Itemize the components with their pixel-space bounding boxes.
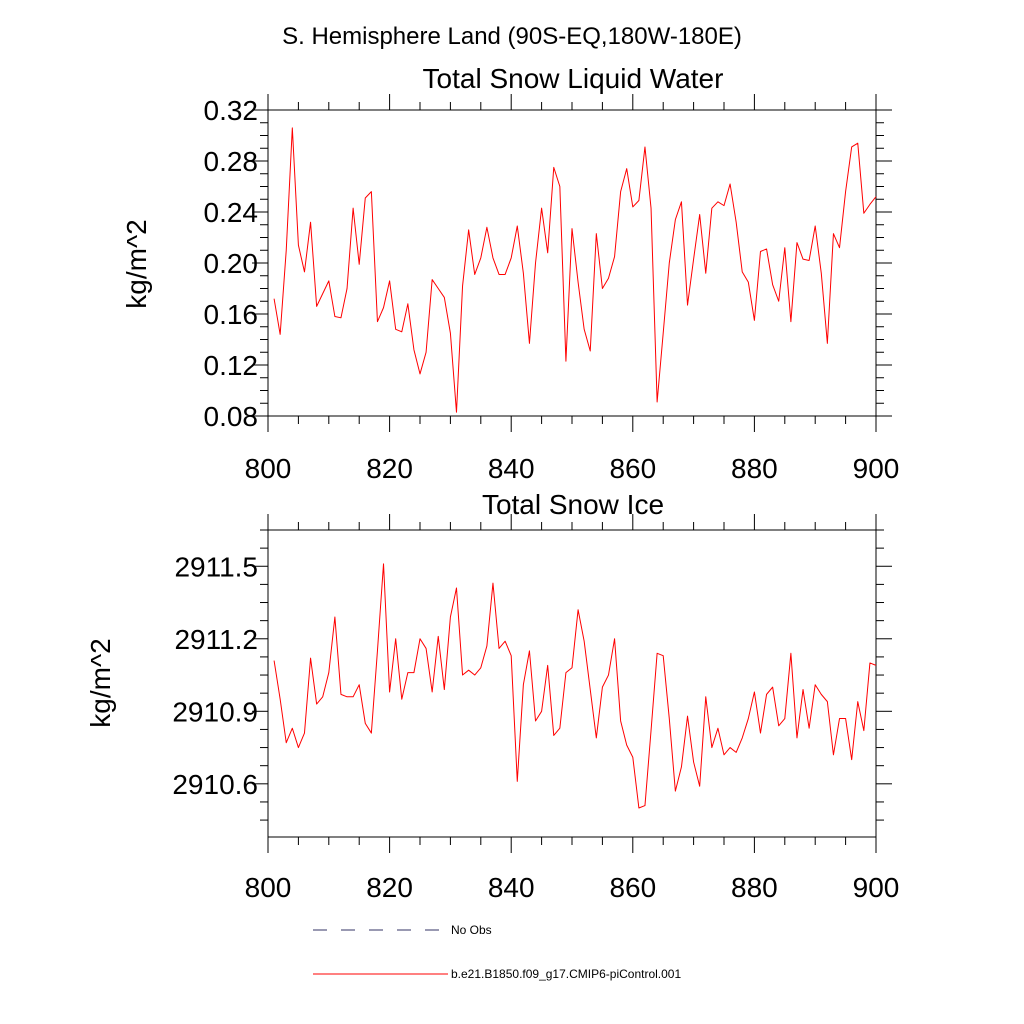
chart-panel-snow-ice: Total Snow Ice kg/m^2 2910.6 2910.9 2911.2… bbox=[85, 489, 899, 903]
figure-suptitle: S. Hemisphere Land (90S-EQ,180W-180E) bbox=[282, 23, 742, 50]
y-tick-labels: 2910.6 2910.9 2911.2 2911.5 bbox=[172, 551, 258, 800]
y-tick-label: 0.24 bbox=[204, 197, 259, 228]
y-tick-label: 0.32 bbox=[204, 95, 259, 126]
x-tick-label: 900 bbox=[853, 872, 900, 903]
y-tick-label: 2910.9 bbox=[172, 696, 258, 727]
x-tick-label: 860 bbox=[609, 872, 656, 903]
tick-marks bbox=[252, 94, 892, 432]
x-tick-label: 820 bbox=[366, 872, 413, 903]
y-tick-label: 0.20 bbox=[204, 248, 259, 279]
y-tick-label: 0.16 bbox=[204, 299, 259, 330]
x-tick-label: 880 bbox=[731, 453, 778, 484]
y-tick-labels: 0.08 0.12 0.16 0.20 0.24 0.28 0.32 bbox=[204, 95, 259, 432]
x-tick-label: 840 bbox=[488, 872, 535, 903]
y-tick-label: 2911.2 bbox=[174, 624, 258, 655]
y-axis-label: kg/m^2 bbox=[121, 219, 152, 308]
series-line bbox=[273, 563, 877, 809]
legend: No Obs b.e21.B1850.f09_g17.CMIP6-piContr… bbox=[313, 923, 681, 981]
tick-marks bbox=[252, 514, 892, 853]
y-tick-label: 2911.5 bbox=[174, 551, 258, 582]
chart-title: Total Snow Ice bbox=[482, 489, 664, 520]
legend-label: b.e21.B1850.f09_g17.CMIP6-piControl.001 bbox=[451, 967, 681, 981]
x-tick-label: 860 bbox=[609, 453, 656, 484]
series-lines bbox=[273, 127, 877, 413]
x-tick-label: 820 bbox=[366, 453, 413, 484]
y-tick-label: 0.12 bbox=[204, 350, 259, 381]
legend-item-no-obs: No Obs bbox=[313, 923, 492, 937]
y-tick-label: 2910.6 bbox=[172, 769, 258, 800]
x-tick-label: 800 bbox=[245, 453, 292, 484]
x-tick-label: 900 bbox=[853, 453, 900, 484]
y-tick-label: 0.28 bbox=[204, 146, 259, 177]
y-axis-label: kg/m^2 bbox=[85, 638, 116, 727]
x-tick-label: 840 bbox=[488, 453, 535, 484]
chart-title: Total Snow Liquid Water bbox=[423, 63, 724, 94]
legend-label: No Obs bbox=[451, 923, 492, 937]
legend-item-model-run: b.e21.B1850.f09_g17.CMIP6-piControl.001 bbox=[313, 967, 681, 981]
plot-frame bbox=[267, 529, 877, 838]
y-tick-label: 0.08 bbox=[204, 401, 259, 432]
x-tick-label: 880 bbox=[731, 872, 778, 903]
x-tick-labels: 800 820 840 860 880 900 bbox=[245, 453, 900, 484]
x-tick-label: 800 bbox=[245, 872, 292, 903]
series-lines bbox=[273, 563, 877, 809]
x-tick-labels: 800 820 840 860 880 900 bbox=[245, 872, 900, 903]
series-line bbox=[273, 127, 877, 413]
chart-panel-snow-liquid-water: Total Snow Liquid Water kg/m^2 0.080.120… bbox=[121, 63, 899, 484]
